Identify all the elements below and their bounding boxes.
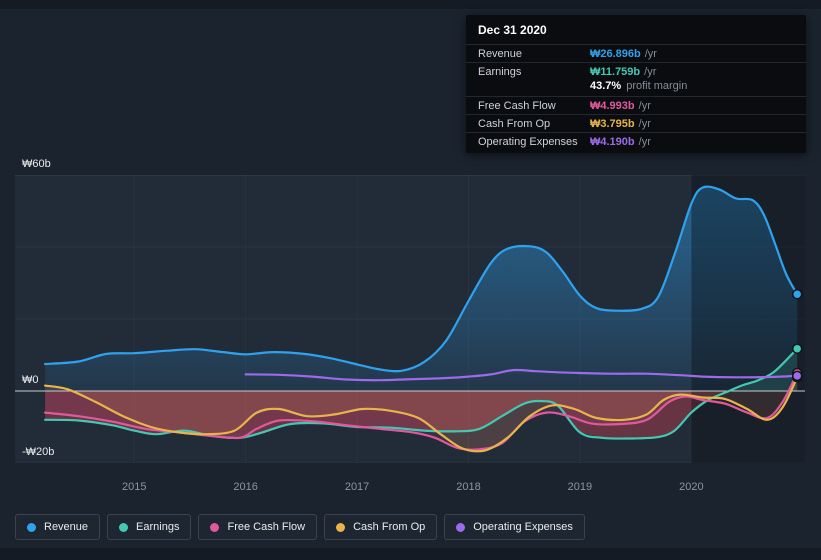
tooltip-value-unit: /yr	[644, 65, 657, 78]
legend-item-label: Cash From Op	[353, 521, 426, 533]
chart-canvas[interactable]	[15, 175, 805, 463]
legend-item-label: Revenue	[44, 521, 89, 533]
tooltip-value-unit: /yr	[638, 117, 651, 130]
tooltip-value: ₩4.190b	[590, 135, 635, 148]
legend-item-earnings[interactable]: Earnings	[107, 514, 192, 540]
tooltip-value: ₩26.896b	[590, 47, 641, 60]
chart-plot-area[interactable]	[15, 175, 805, 463]
tooltip-date-title: Dec 31 2020	[478, 23, 547, 37]
x-axis-label-2015: 2015	[121, 481, 147, 493]
legend-item-cash-from-op[interactable]: Cash From Op	[324, 514, 438, 540]
tooltip-profit-margin: 43.7% profit margin	[590, 80, 688, 92]
y-axis-label--0: ₩0	[22, 374, 39, 386]
tooltip-row-operating-expenses: Operating Expenses ₩4.190b/yr	[466, 132, 806, 150]
legend-item-label: Earnings	[136, 521, 180, 533]
legend-item-label: Operating Expenses	[473, 521, 573, 533]
tooltip-value: ₩4.993b	[590, 99, 635, 112]
tooltip-value-unit: /yr	[644, 47, 657, 60]
legend-item-label: Free Cash Flow	[227, 521, 306, 533]
tooltip-row-cash-from-op: Cash From Op ₩3.795b/yr	[466, 114, 806, 132]
y-axis-label--60b: ₩60b	[22, 158, 51, 170]
x-axis-label-2016: 2016	[233, 481, 258, 493]
tooltip-row-revenue: Revenue ₩26.896b/yr	[466, 44, 806, 62]
tooltip-value-unit: /yr	[638, 99, 651, 112]
tooltip-row-free-cash-flow: Free Cash Flow ₩4.993b/yr	[466, 96, 806, 114]
tooltip-value: ₩11.759b	[590, 65, 641, 78]
tooltip-label: Revenue	[478, 47, 523, 60]
tooltip-label: Operating Expenses	[478, 135, 578, 148]
revenue-legend-dot-icon	[27, 522, 36, 532]
bottom-edge-strip	[0, 548, 821, 560]
chart-legend: Revenue Earnings Free Cash Flow Cash From O…	[15, 514, 585, 540]
y-axis-label--20b: -₩20b	[22, 446, 55, 458]
tooltip-panel: Dec 31 2020 Revenue ₩26.896b/yr Earnings ₩1…	[466, 15, 806, 153]
free-cash-flow-legend-dot-icon	[210, 522, 220, 532]
legend-item-free-cash-flow[interactable]: Free Cash Flow	[198, 514, 318, 540]
operating-expenses-legend-dot-icon	[456, 522, 466, 532]
legend-item-revenue[interactable]: Revenue	[15, 514, 101, 540]
top-edge-strip	[0, 0, 821, 9]
tooltip-value-unit: /yr	[638, 135, 651, 148]
x-axis-label-2018: 2018	[456, 481, 481, 493]
tooltip-label: Earnings	[478, 65, 522, 78]
tooltip-value: ₩3.795b	[590, 117, 635, 130]
tooltip-row-earnings: Earnings ₩11.759b/yr	[466, 62, 806, 80]
tooltip-label: Cash From Op	[478, 117, 551, 130]
earnings-legend-dot-icon	[119, 522, 129, 532]
x-axis-label-2017: 2017	[344, 481, 370, 493]
tooltip-rows: Revenue ₩26.896b/yr Earnings ₩11.759b/yr 43.…	[466, 44, 806, 150]
cash-from-op-legend-dot-icon	[336, 522, 346, 532]
x-axis-label-2019: 2019	[567, 481, 593, 493]
tooltip-label: Free Cash Flow	[478, 99, 556, 112]
legend-item-operating-expenses[interactable]: Operating Expenses	[444, 514, 585, 540]
x-axis-label-2020: 2020	[679, 481, 704, 493]
